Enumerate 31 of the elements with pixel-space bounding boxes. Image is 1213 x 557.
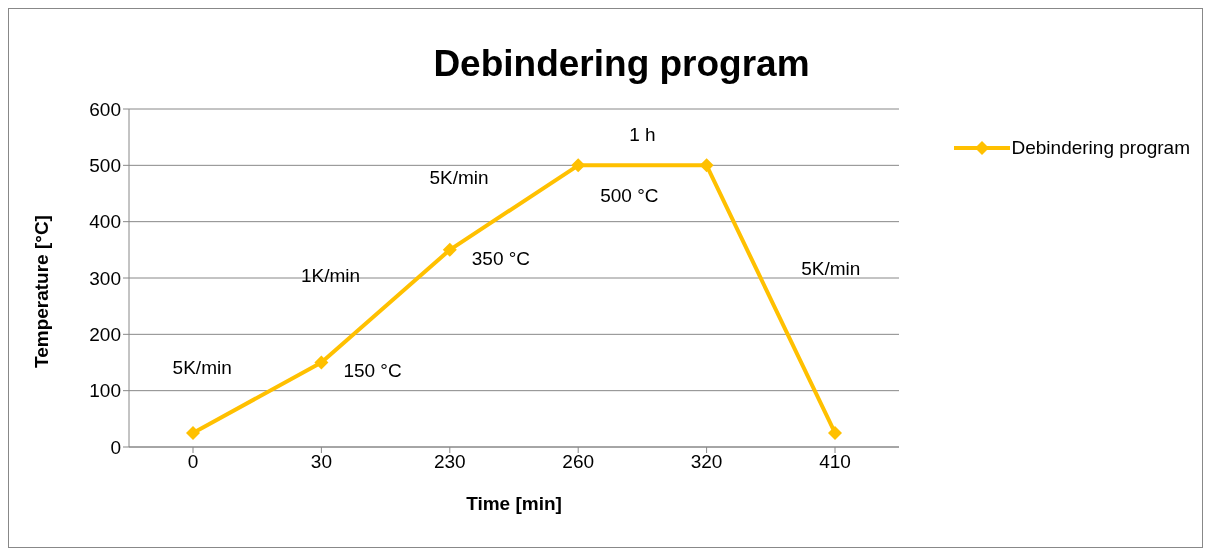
annotation: 5K/min: [429, 166, 489, 189]
x-tick-label: 30: [310, 451, 332, 473]
chart-title: Debindering program: [432, 43, 811, 85]
y-tick-label: 200: [89, 324, 121, 346]
annotation: 5K/min: [172, 356, 232, 379]
point: [571, 158, 586, 173]
point: [828, 425, 842, 440]
annotation: 1 h: [629, 124, 656, 147]
x-tick-label: 260: [562, 451, 595, 473]
x-tick-label: 0: [187, 451, 199, 473]
x-tick-label: 410: [819, 451, 851, 473]
legend-label: Debindering program: [1011, 137, 1190, 159]
y-tick-label: 600: [89, 98, 121, 120]
x-axis-title: Time [min]: [466, 493, 562, 514]
x-tick-label: 320: [690, 451, 723, 473]
annotation: 500 °C: [600, 185, 659, 207]
annotation: 1K/min: [301, 265, 361, 288]
y-tick-label: 300: [89, 267, 121, 289]
point: [442, 242, 457, 257]
annotation: 350 °C: [471, 247, 531, 269]
y-tick-label: 500: [89, 155, 121, 177]
annotation: 5K/min: [801, 258, 861, 281]
y-tick-label: 0: [110, 436, 121, 458]
annotation: 150 °C: [343, 360, 402, 382]
point: [699, 158, 714, 173]
y-tick-label: 400: [89, 211, 121, 233]
point: [314, 355, 329, 370]
x-tick-label: 230: [433, 451, 466, 473]
y-tick-label: 100: [89, 380, 121, 402]
point: [186, 425, 200, 440]
y-axis-title: Temperature [°C]: [30, 215, 52, 368]
